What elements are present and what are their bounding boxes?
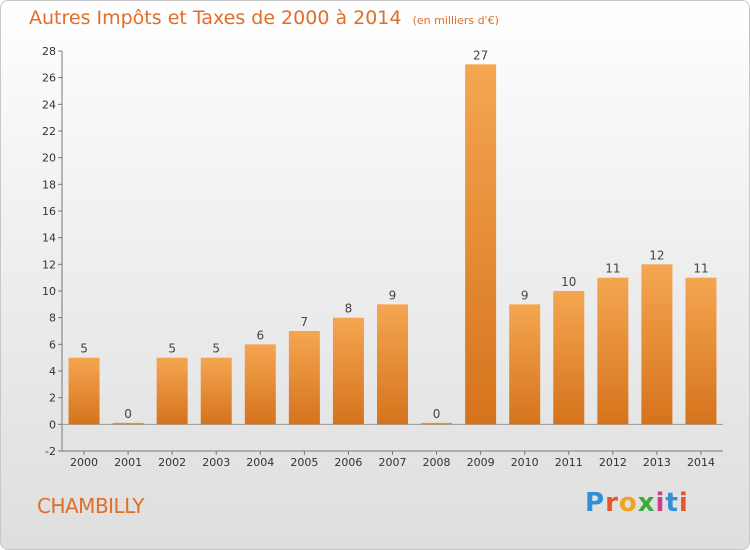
bar[interactable] — [156, 357, 188, 425]
bar-value-label: 9 — [521, 288, 529, 302]
x-tick-label: 2007 — [379, 456, 407, 469]
y-tick-label: 18 — [42, 178, 56, 191]
x-tick-label: 2006 — [334, 456, 362, 469]
bar[interactable] — [641, 264, 673, 425]
y-tick-label: 6 — [49, 338, 56, 351]
x-tick-label: 2004 — [246, 456, 274, 469]
proxiti-logo[interactable]: Proxiti — [585, 488, 689, 518]
bar-value-label: 8 — [345, 302, 353, 316]
y-tick-label: 8 — [49, 312, 56, 325]
bar[interactable] — [465, 64, 497, 425]
bar[interactable] — [509, 304, 541, 425]
bar[interactable] — [597, 277, 629, 425]
x-tick-label: 2013 — [643, 456, 671, 469]
bar-value-label: 6 — [256, 328, 264, 342]
logo-letter: i — [655, 488, 666, 518]
y-tick-label: 10 — [42, 285, 56, 298]
bar-value-label: 10 — [561, 275, 576, 289]
bar-value-label: 7 — [301, 315, 309, 329]
bar-value-label: 0 — [124, 407, 132, 421]
logo-letter: x — [637, 488, 656, 518]
chart-title-row: Autres Impôts et Taxes de 2000 à 2014 (e… — [29, 7, 499, 29]
y-tick-label: 22 — [42, 125, 56, 138]
bar-value-label: 11 — [605, 262, 620, 276]
x-tick-label: 2014 — [687, 456, 715, 469]
logo-letter: o — [618, 488, 638, 518]
bar[interactable] — [200, 357, 232, 425]
x-tick-label: 2002 — [158, 456, 186, 469]
bar[interactable] — [685, 277, 717, 425]
x-tick-label: 2008 — [423, 456, 451, 469]
bar-value-label: 5 — [80, 342, 88, 356]
x-tick-label: 2001 — [114, 456, 142, 469]
x-tick-label: 2005 — [290, 456, 318, 469]
y-tick-label: 0 — [49, 418, 56, 431]
y-tick-label: 12 — [42, 258, 56, 271]
x-tick-label: 2009 — [467, 456, 495, 469]
bar-value-label: 0 — [433, 407, 441, 421]
y-tick-label: 28 — [42, 45, 56, 58]
x-tick-label: 2003 — [202, 456, 230, 469]
bar-value-label: 9 — [389, 288, 397, 302]
y-tick-label: 24 — [42, 98, 56, 111]
y-tick-label: 14 — [42, 232, 56, 245]
bar[interactable] — [421, 422, 453, 425]
x-tick-label: 2012 — [599, 456, 627, 469]
chart-unit: (en milliers d'€) — [412, 14, 499, 27]
commune-name: CHAMBILLY — [37, 494, 144, 518]
bar[interactable] — [288, 331, 320, 425]
y-tick-label: -2 — [45, 445, 56, 458]
logo-letter: P — [585, 488, 606, 518]
y-tick-label: 4 — [49, 365, 56, 378]
bar-value-label: 5 — [212, 342, 220, 356]
bar-value-label: 11 — [693, 262, 708, 276]
bar[interactable] — [377, 304, 408, 425]
bar[interactable] — [332, 317, 364, 425]
bar[interactable] — [68, 357, 100, 425]
y-tick-label: 20 — [42, 152, 56, 165]
chart-title: Autres Impôts et Taxes de 2000 à 2014 — [29, 7, 402, 29]
x-tick-label: 2000 — [70, 456, 98, 469]
bar[interactable] — [244, 344, 276, 425]
x-tick-label: 2010 — [511, 456, 539, 469]
y-tick-label: 2 — [49, 392, 56, 405]
bar-value-label: 5 — [168, 342, 176, 356]
logo-letter: i — [678, 488, 689, 518]
logo-letter: r — [605, 488, 619, 518]
x-tick-label: 2011 — [555, 456, 583, 469]
bar[interactable] — [112, 422, 144, 425]
bar-value-label: 12 — [649, 248, 664, 262]
bar[interactable] — [553, 291, 585, 425]
y-tick-label: 16 — [42, 205, 56, 218]
y-tick-label: 26 — [42, 72, 56, 85]
bar-value-label: 27 — [473, 48, 488, 62]
logo-letter: t — [665, 488, 679, 518]
